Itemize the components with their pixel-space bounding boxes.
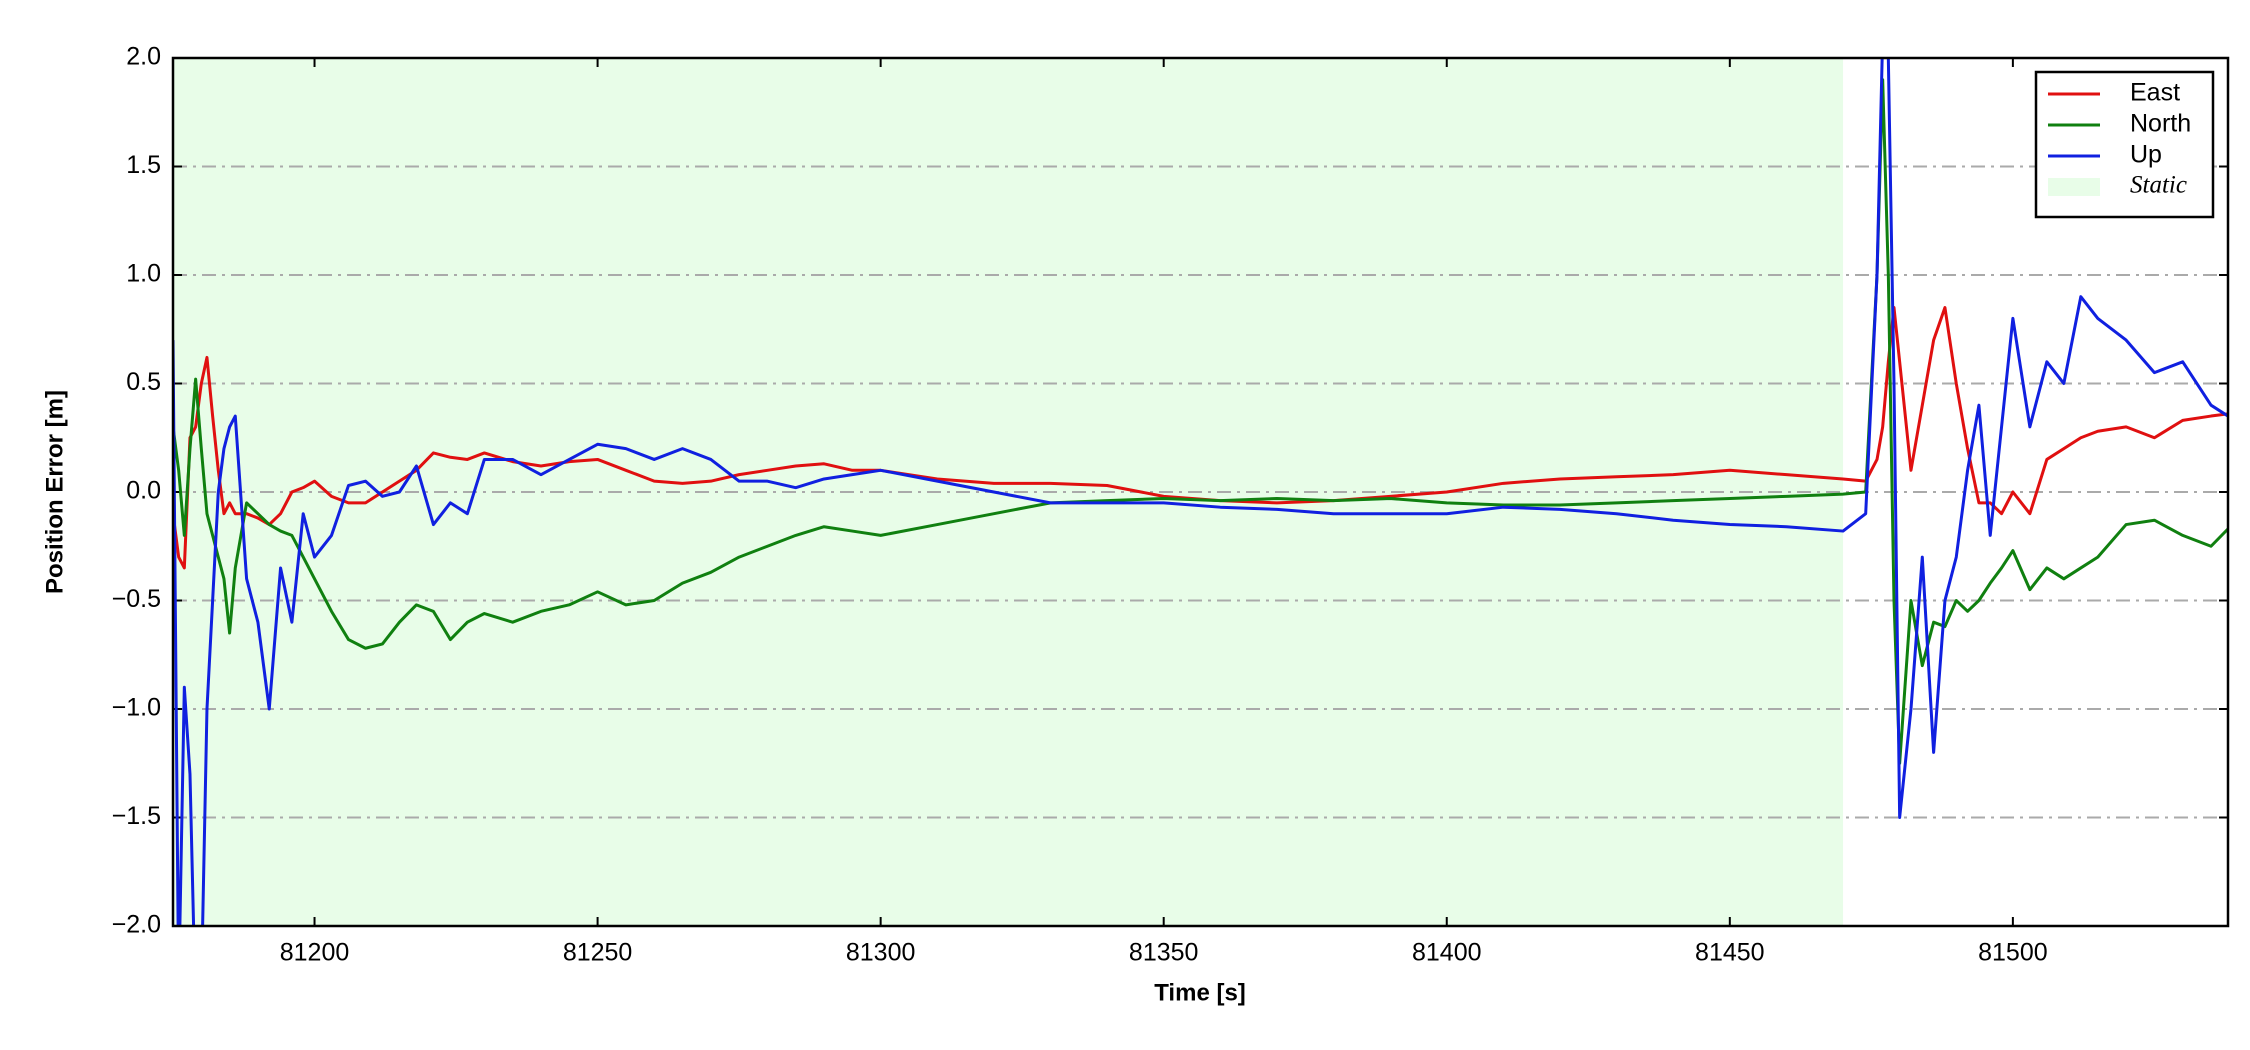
y-tick-label: −2.0 bbox=[112, 911, 161, 939]
x-tick-label: 81450 bbox=[1695, 939, 1765, 967]
x-tick-label: 81350 bbox=[1129, 939, 1199, 967]
data-line bbox=[173, 78, 2228, 765]
x-tick-label: 81500 bbox=[1978, 939, 2048, 967]
x-tick-label: 81300 bbox=[846, 939, 916, 967]
x-tick-label: 81250 bbox=[563, 939, 633, 967]
x-tick-label: 81400 bbox=[1412, 939, 1482, 967]
y-tick-label: 2.0 bbox=[126, 43, 161, 71]
static-span bbox=[173, 58, 1844, 926]
x-tick-label: 81200 bbox=[280, 939, 350, 967]
y-tick-label: −0.5 bbox=[112, 585, 161, 613]
legend-swatch bbox=[2048, 178, 2100, 196]
legend-label: North bbox=[2130, 110, 2191, 138]
y-tick-label: 0.0 bbox=[126, 477, 161, 505]
plot-frame bbox=[171, 56, 2230, 928]
legend-label: Static bbox=[2130, 172, 2187, 199]
legend-label: East bbox=[2130, 79, 2180, 107]
legend-label: Up bbox=[2130, 141, 2162, 169]
y-tick-label: 1.0 bbox=[126, 260, 161, 288]
y-axis-label: Position Error [m] bbox=[41, 390, 68, 594]
plot-lines bbox=[173, 58, 2228, 926]
y-tick-label: 1.5 bbox=[126, 151, 161, 179]
x-axis-label: Time [s] bbox=[1154, 979, 1246, 1006]
y-tick-label: −1.0 bbox=[112, 694, 161, 722]
y-tick-label: 0.5 bbox=[126, 368, 161, 396]
data-line bbox=[173, 58, 2228, 926]
y-tick-label: −1.5 bbox=[112, 802, 161, 830]
